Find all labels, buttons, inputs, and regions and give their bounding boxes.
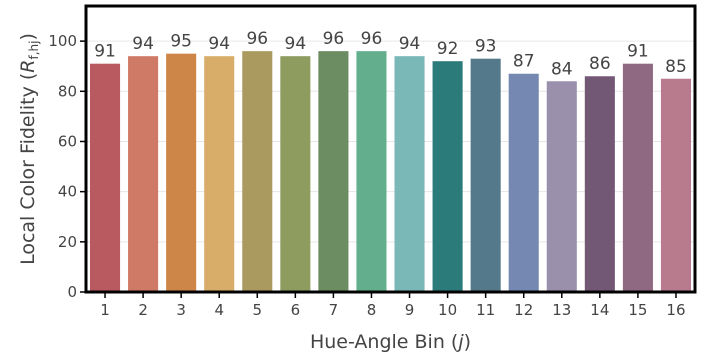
bar xyxy=(546,81,577,293)
y-tick-label: 60 xyxy=(58,132,77,150)
bar xyxy=(508,73,539,292)
plot-frame xyxy=(84,4,697,294)
y-tick-label: 0 xyxy=(67,283,77,301)
bar xyxy=(394,56,425,292)
bar-value-label: 84 xyxy=(551,59,573,79)
y-axis-ticks: 0 20 40 60 80 100 xyxy=(48,32,86,301)
bar-value-label: 95 xyxy=(170,32,192,52)
bar xyxy=(166,53,197,292)
bar-value-label: 94 xyxy=(285,34,307,54)
bar-value-label: 93 xyxy=(475,37,497,57)
x-tick-label: 15 xyxy=(628,301,647,319)
bars xyxy=(89,51,692,293)
bar-value-label: 96 xyxy=(246,29,268,49)
bar xyxy=(128,56,159,292)
bar xyxy=(356,51,387,292)
x-tick-label: 8 xyxy=(367,301,377,319)
bar-value-label: 86 xyxy=(589,54,611,74)
bar xyxy=(584,76,615,293)
y-tick-label: 20 xyxy=(58,233,77,251)
x-axis-title: Hue-Angle Bin (j) xyxy=(310,331,471,353)
x-tick-label: 1 xyxy=(100,301,110,319)
bar-value-label: 94 xyxy=(208,34,230,54)
x-tick-label: 6 xyxy=(291,301,301,319)
bar-value-label: 92 xyxy=(437,39,459,59)
y-tick-label: 100 xyxy=(48,32,77,50)
y-tick-label: 40 xyxy=(58,183,77,201)
bar-value-label: 96 xyxy=(361,29,383,49)
y-axis-title: Local Color Fidelity (Rf,hj) xyxy=(17,33,41,265)
bar-value-label: 94 xyxy=(132,34,154,54)
bar-value-label: 96 xyxy=(323,29,345,49)
x-tick-label: 14 xyxy=(590,301,609,319)
bar xyxy=(204,56,235,292)
bar-value-label: 94 xyxy=(399,34,421,54)
bar-value-label: 87 xyxy=(513,52,535,72)
bar xyxy=(318,51,349,292)
x-tick-label: 13 xyxy=(552,301,571,319)
x-tick-label: 16 xyxy=(666,301,685,319)
x-tick-label: 11 xyxy=(476,301,495,319)
y-tick-label: 80 xyxy=(58,82,77,100)
x-tick-label: 4 xyxy=(214,301,224,319)
x-tick-label: 3 xyxy=(176,301,186,319)
x-tick-label: 12 xyxy=(514,301,533,319)
bar-value-label: 91 xyxy=(94,42,116,62)
bar xyxy=(280,56,311,292)
x-tick-label: 5 xyxy=(253,301,263,319)
bar xyxy=(470,58,501,293)
bar xyxy=(242,51,273,292)
x-tick-label: 9 xyxy=(405,301,415,319)
bar-value-label: 85 xyxy=(665,57,687,77)
x-tick-label: 2 xyxy=(138,301,148,319)
x-tick-label: 7 xyxy=(329,301,339,319)
x-axis-ticks: 1 2 3 4 5 6 7 8 9 10 11 12 13 14 15 16 xyxy=(100,292,686,319)
bar xyxy=(432,61,463,293)
bar xyxy=(660,78,692,292)
bar-value-labels: 91 94 95 94 96 94 96 96 94 92 93 87 84 86 91 85 xyxy=(94,29,687,79)
x-tick-label: 10 xyxy=(438,301,457,319)
bar xyxy=(622,63,653,293)
bar-value-label: 91 xyxy=(627,42,649,62)
bar xyxy=(89,63,121,293)
